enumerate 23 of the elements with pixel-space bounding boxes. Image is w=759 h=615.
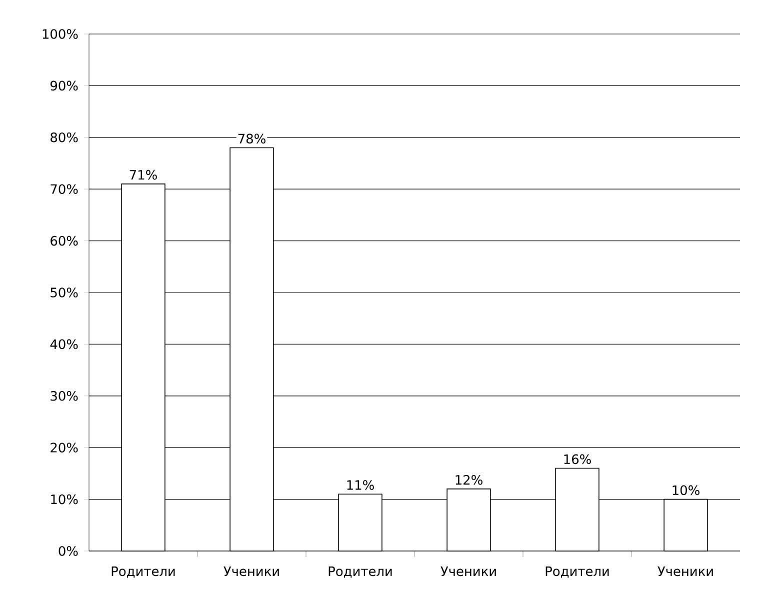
y-tick-label: 50% — [50, 288, 78, 298]
y-tick-label: 0% — [58, 546, 78, 556]
x-tick-label: Родители — [112, 566, 175, 578]
y-tick-label: 40% — [50, 339, 78, 350]
data-label: 78% — [238, 134, 266, 144]
data-label: 16% — [564, 454, 591, 464]
y-tick-label: 10% — [51, 494, 78, 504]
x-tick-label: Родители — [328, 566, 392, 578]
x-tick-label: Ученики — [658, 566, 713, 576]
y-tick-label: 60% — [50, 236, 78, 246]
y-tick-label: 30% — [50, 391, 78, 401]
y-tick-label: 80% — [50, 132, 78, 142]
data-label: 10% — [672, 485, 700, 496]
x-tick-label: Ученики — [440, 566, 496, 576]
x-tick-label: Родители — [546, 566, 609, 578]
data-label: 71% — [130, 170, 157, 180]
y-tick-label: 100% — [42, 29, 78, 39]
data-label: 12% — [456, 474, 482, 485]
data-label: 11% — [347, 480, 374, 490]
y-tick-label: 90% — [50, 80, 78, 91]
x-tick-label: Ученики — [224, 566, 279, 576]
y-tick-label: 70% — [50, 184, 78, 194]
y-tick-label: 20% — [50, 442, 78, 452]
